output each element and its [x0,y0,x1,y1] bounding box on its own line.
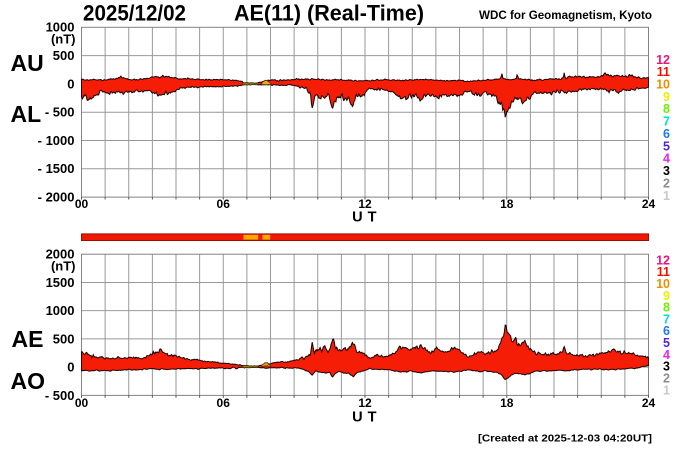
svg-text:- 500: - 500 [45,388,75,403]
svg-text:U T: U T [352,409,377,425]
svg-text:9: 9 [663,289,670,303]
svg-text:1: 1 [663,189,670,203]
svg-text:10: 10 [656,277,670,291]
svg-text:0: 0 [67,360,74,375]
svg-text:AL: AL [11,101,42,127]
svg-text:6: 6 [663,324,670,338]
svg-text:3: 3 [663,164,670,178]
svg-text:U T: U T [352,209,377,225]
svg-text:18: 18 [500,197,514,211]
svg-text:2025/12/02: 2025/12/02 [83,1,186,26]
svg-text:500: 500 [53,331,75,346]
svg-text:[Created at 2025-12-03 04:20UT: [Created at 2025-12-03 04:20UT] [478,432,652,444]
svg-text:9: 9 [663,90,670,104]
svg-text:AO: AO [11,368,46,394]
svg-text:1500: 1500 [46,275,75,290]
svg-text:AE: AE [12,326,44,352]
svg-text:1: 1 [663,383,670,397]
svg-text:0: 0 [67,76,74,91]
svg-text:2000: 2000 [46,247,75,262]
svg-text:12: 12 [358,197,372,211]
svg-text:06: 06 [217,396,231,410]
svg-text:11: 11 [657,65,670,79]
svg-text:WDC for Geomagnetism, Kyoto: WDC for Geomagnetism, Kyoto [479,8,652,22]
svg-text:06: 06 [217,197,231,211]
svg-text:5: 5 [663,139,670,153]
svg-text:24: 24 [642,197,656,211]
svg-text:12: 12 [656,253,670,267]
svg-text:8: 8 [663,102,670,116]
svg-text:- 2000: - 2000 [38,190,75,205]
svg-text:5: 5 [663,336,670,350]
svg-text:24: 24 [642,396,656,410]
svg-text:(nT): (nT) [51,258,76,273]
svg-text:4: 4 [663,348,670,362]
svg-text:12: 12 [656,53,670,67]
svg-text:3: 3 [663,360,670,374]
svg-text:- 1500: - 1500 [38,161,75,176]
svg-text:AE(11) (Real-Time): AE(11) (Real-Time) [234,1,424,26]
svg-text:- 500: - 500 [45,105,75,120]
svg-text:(nT): (nT) [51,31,76,46]
svg-text:2: 2 [663,176,670,190]
svg-text:2: 2 [663,372,670,386]
svg-text:11: 11 [657,265,670,279]
svg-text:7: 7 [663,312,670,326]
svg-text:1000: 1000 [46,303,75,318]
svg-text:- 1000: - 1000 [38,133,75,148]
svg-text:10: 10 [656,78,670,92]
svg-text:1000: 1000 [46,20,75,35]
svg-text:4: 4 [663,152,670,166]
svg-text:AU: AU [11,50,44,76]
svg-text:8: 8 [663,301,670,315]
svg-text:7: 7 [663,115,670,129]
svg-text:500: 500 [53,48,75,63]
svg-text:6: 6 [663,127,670,141]
svg-text:00: 00 [75,197,89,211]
svg-text:18: 18 [500,396,514,410]
svg-text:12: 12 [358,396,372,410]
svg-text:00: 00 [75,396,89,410]
